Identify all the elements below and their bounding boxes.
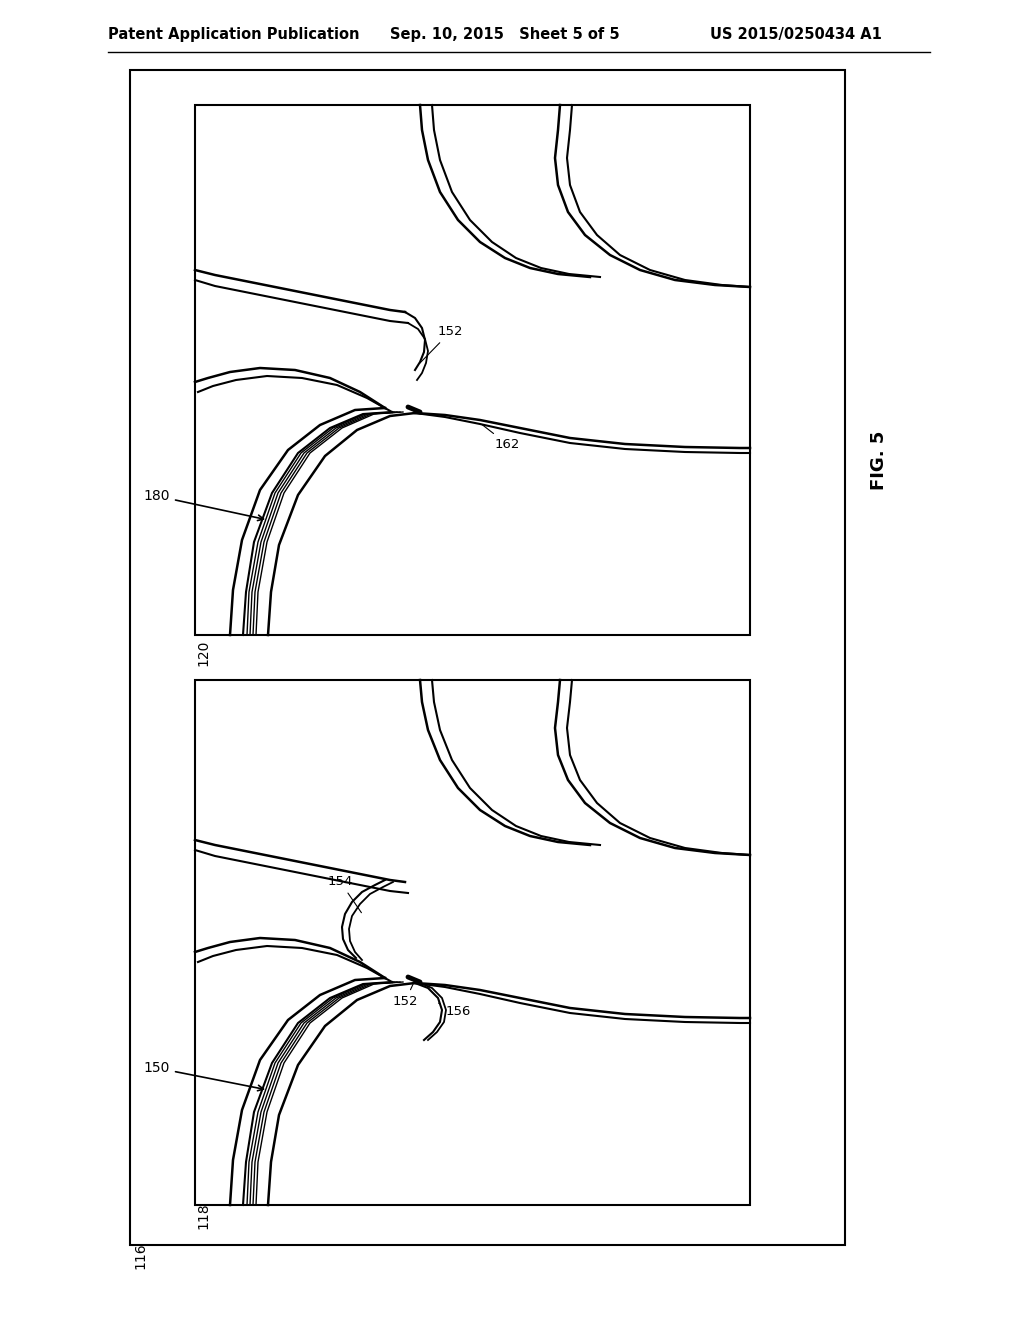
Text: 120: 120 bbox=[196, 640, 210, 667]
Bar bbox=[130, 70, 845, 1245]
Bar bbox=[195, 106, 750, 635]
Text: 118: 118 bbox=[196, 1203, 210, 1229]
Text: FIG. 5: FIG. 5 bbox=[870, 430, 888, 490]
Text: Sep. 10, 2015   Sheet 5 of 5: Sep. 10, 2015 Sheet 5 of 5 bbox=[390, 28, 620, 42]
Text: 180: 180 bbox=[143, 488, 263, 520]
Text: 150: 150 bbox=[143, 1061, 263, 1090]
Text: US 2015/0250434 A1: US 2015/0250434 A1 bbox=[710, 28, 882, 42]
Text: 154: 154 bbox=[328, 875, 361, 912]
Text: 152: 152 bbox=[392, 982, 418, 1008]
Text: Patent Application Publication: Patent Application Publication bbox=[108, 28, 359, 42]
Bar bbox=[195, 680, 750, 1205]
Text: 156: 156 bbox=[438, 1003, 471, 1018]
Text: 116: 116 bbox=[133, 1242, 147, 1269]
Text: 162: 162 bbox=[482, 425, 520, 451]
Text: 152: 152 bbox=[420, 325, 464, 363]
